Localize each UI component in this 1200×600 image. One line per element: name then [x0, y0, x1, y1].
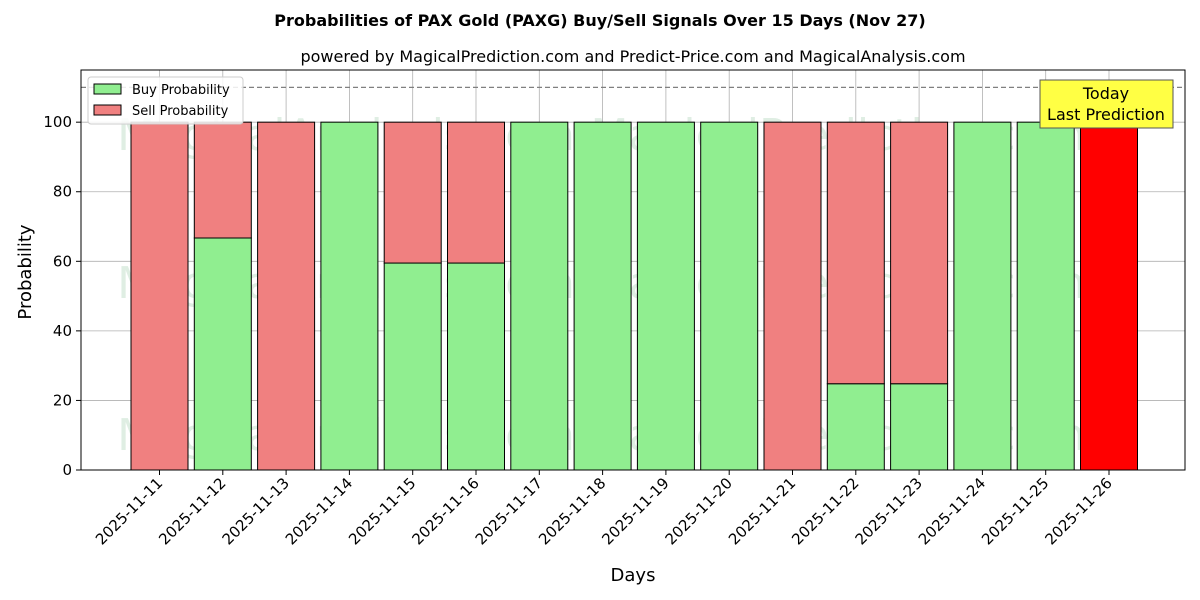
- x-tick-label: 2025-11-17: [472, 474, 546, 548]
- x-tick-label: 2025-11-26: [1041, 474, 1115, 548]
- x-tick-label: 2025-11-11: [92, 474, 166, 548]
- y-tick-label: 60: [53, 252, 72, 270]
- legend-swatch: [93, 83, 122, 95]
- bar-sell-2025-11-13: [257, 121, 316, 471]
- x-tick-label: 2025-11-16: [408, 474, 482, 548]
- bar-buy-2025-11-24: [953, 121, 1012, 471]
- legend: Buy Probability Sell Probability: [87, 76, 244, 125]
- legend-label: Buy Probability: [132, 83, 230, 98]
- legend-swatch: [93, 104, 122, 116]
- x-tick-label: 2025-11-12: [155, 474, 229, 548]
- y-tick-label: 0: [62, 461, 72, 479]
- bar-buy-2025-11-20: [700, 121, 759, 471]
- legend-label: Sell Probability: [132, 104, 229, 119]
- annotation-text: Last Prediction: [1047, 105, 1165, 124]
- bar-sell-2025-11-26: [1080, 121, 1138, 471]
- y-tick-label: 80: [53, 183, 72, 201]
- legend-box: [87, 76, 244, 125]
- x-tick-label: 2025-11-24: [915, 474, 989, 548]
- bar-buy-2025-11-22: [826, 383, 885, 471]
- bar-buy-2025-11-12: [193, 237, 252, 471]
- bar-sell-2025-11-23: [890, 121, 949, 385]
- plot-frame: [80, 69, 1186, 471]
- bar-buy-2025-11-18: [573, 121, 632, 471]
- bar-buy-2025-11-17: [510, 121, 569, 471]
- x-tick-label: 2025-11-19: [598, 474, 672, 548]
- bar-sell-2025-11-15: [383, 121, 442, 264]
- y-tick-label: 20: [53, 391, 72, 409]
- bar-sell-2025-11-22: [826, 121, 885, 385]
- x-tick-label: 2025-11-20: [662, 474, 736, 548]
- bar-sell-2025-11-16: [447, 121, 505, 264]
- bar-buy-2025-11-19: [636, 121, 695, 471]
- today-annotation: Today Last Prediction: [1039, 79, 1174, 129]
- x-tick-label: 2025-11-22: [788, 474, 862, 548]
- annotation-text: Today: [1082, 84, 1129, 103]
- chart-subtitle: powered by MagicalPrediction.com and Pre…: [300, 47, 965, 66]
- bar-sell-2025-11-21: [763, 121, 822, 471]
- x-tick-label: 2025-11-14: [282, 474, 356, 548]
- chart-title: Probabilities of PAX Gold (PAXG) Buy/Sel…: [274, 11, 925, 30]
- annotation-box: [1039, 79, 1174, 129]
- x-axis-label: Days: [611, 565, 656, 586]
- bar-buy-2025-11-15: [383, 262, 442, 471]
- bar-buy-2025-11-14: [320, 121, 379, 471]
- y-axis-label: Probability: [15, 224, 36, 319]
- bar-buy-2025-11-16: [447, 262, 505, 471]
- x-tick-label: 2025-11-23: [852, 474, 926, 548]
- y-tick-label: 40: [53, 322, 72, 340]
- bar-sell-2025-11-12: [193, 121, 252, 239]
- x-tick-label: 2025-11-21: [725, 474, 799, 548]
- y-tick-label: 100: [43, 113, 72, 131]
- bar-buy-2025-11-25: [1016, 121, 1075, 471]
- x-tick-label: 2025-11-13: [219, 474, 293, 548]
- x-tick-label: 2025-11-18: [535, 474, 609, 548]
- x-tick-label: 2025-11-25: [978, 474, 1052, 548]
- bar-buy-2025-11-23: [890, 383, 949, 471]
- bar-sell-2025-11-11: [130, 121, 189, 471]
- x-tick-label: 2025-11-15: [345, 474, 419, 548]
